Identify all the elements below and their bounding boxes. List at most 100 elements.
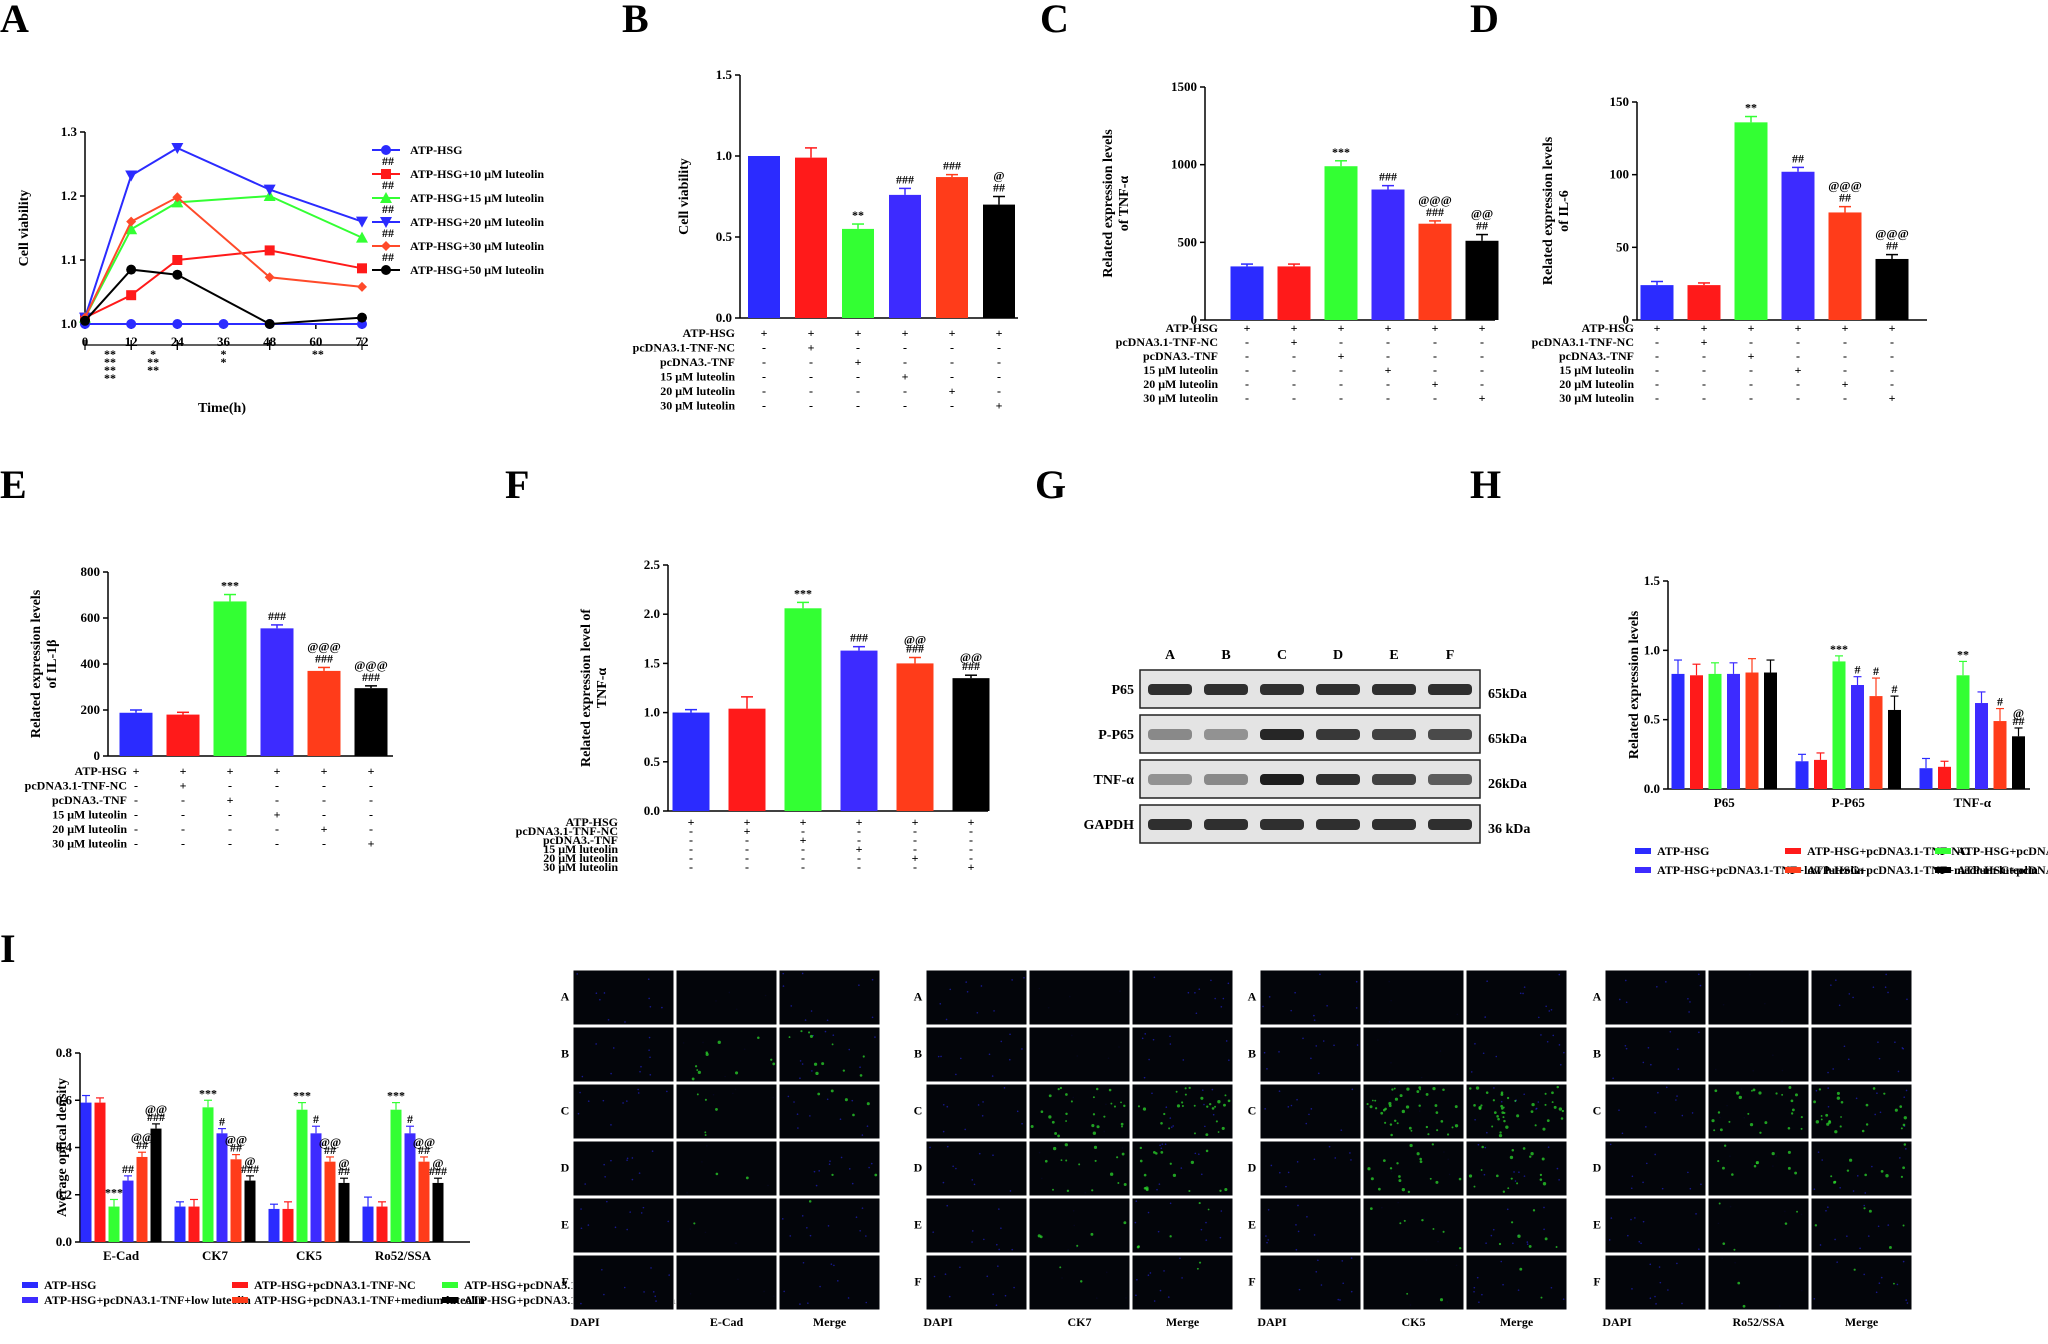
dapi-speck: [1729, 1155, 1731, 1157]
blot-row-label: P65: [1111, 683, 1134, 698]
marker-speck: [1090, 1232, 1094, 1236]
dapi-speck: [1334, 1157, 1337, 1159]
dapi-speck: [1287, 1106, 1290, 1108]
marker-speck: [1742, 1304, 1746, 1308]
dapi-speck: [1119, 990, 1121, 992]
marker-speck: [1217, 1100, 1221, 1104]
marker-speck: [735, 1071, 739, 1075]
lane-label: F: [1446, 648, 1455, 663]
dapi-speck: [1212, 1113, 1215, 1116]
condition-sign: -: [903, 341, 907, 355]
marker-speck: [1169, 1162, 1172, 1165]
dapi-speck: [1390, 1061, 1392, 1064]
condition-sign: +: [321, 764, 328, 778]
marker-speck: [852, 1113, 855, 1117]
dapi-speck: [940, 1055, 942, 1058]
dapi-speck: [828, 1163, 831, 1166]
condition-label: 30 μM luteolin: [1559, 391, 1634, 405]
dapi-speck: [1313, 1234, 1316, 1236]
marker-speck: [1095, 1087, 1099, 1091]
condition-sign: -: [1890, 377, 1894, 391]
y-tick-label: 0.0: [644, 803, 660, 818]
condition-sign: -: [689, 833, 693, 847]
condition-sign: -: [134, 837, 138, 851]
dapi-speck: [874, 1036, 876, 1038]
marker-speck: [1091, 1189, 1094, 1192]
dapi-speck: [1061, 1277, 1063, 1279]
significance-mark: ###: [1379, 170, 1397, 184]
significance-mark: @@: [145, 1102, 167, 1116]
dapi-speck: [1144, 1033, 1147, 1035]
dapi-speck: [661, 1006, 663, 1009]
dapi-speck: [839, 1118, 842, 1121]
marker-speck: [1188, 1189, 1191, 1193]
micrograph-tile: [1259, 1140, 1362, 1197]
condition-label: 20 μM luteolin: [52, 822, 127, 836]
bar: [376, 1206, 388, 1242]
micrograph-tile: [1810, 1197, 1913, 1254]
legend-swatch: [232, 1297, 248, 1303]
micrograph-tile: [1810, 1083, 1913, 1140]
dapi-speck: [1163, 1270, 1165, 1272]
bar: [1745, 672, 1759, 789]
condition-sign: +: [180, 764, 187, 778]
condition-sign: +: [856, 842, 863, 856]
lane-label: A: [1165, 648, 1176, 663]
marker-speck: [1813, 1100, 1816, 1104]
bar: [390, 1109, 402, 1242]
dapi-speck: [1885, 973, 1887, 976]
condition-sign: -: [1245, 349, 1249, 363]
dapi-speck: [1772, 1054, 1774, 1056]
condition-sign: +: [368, 837, 375, 851]
dapi-speck: [1473, 1290, 1475, 1293]
condition-label: 20 μM luteolin: [660, 384, 735, 398]
data-point: [125, 170, 138, 182]
marker-speck: [1393, 1087, 1396, 1090]
image-row-label: E: [914, 1218, 922, 1232]
dapi-speck: [772, 1096, 775, 1099]
dapi-speck: [637, 1092, 640, 1094]
dapi-speck: [1781, 1020, 1783, 1022]
dapi-speck: [648, 997, 650, 1000]
dapi-speck: [1310, 1057, 1312, 1060]
blot-size-label: 36 kDa: [1488, 822, 1530, 837]
blot-band: [1428, 774, 1472, 785]
dapi-speck: [1474, 1042, 1476, 1045]
dapi-speck: [1393, 1100, 1396, 1103]
marker-speck: [1511, 1149, 1515, 1152]
condition-sign: -: [801, 851, 805, 865]
dapi-speck: [1483, 1173, 1486, 1176]
dapi-speck: [939, 1002, 942, 1005]
dapi-speck: [1714, 1068, 1717, 1071]
dapi-speck: [827, 1225, 830, 1227]
dapi-speck: [1297, 1204, 1299, 1207]
micrograph-tile: [1810, 1026, 1913, 1083]
marker-speck: [1405, 1105, 1410, 1109]
significance-mark: @@@: [1828, 179, 1862, 193]
dapi-speck: [819, 1285, 821, 1288]
condition-sign: +: [133, 764, 140, 778]
y-tick-label: 1000: [1171, 157, 1197, 172]
marker-speck: [1096, 1125, 1100, 1129]
condition-label: ATP-HSG: [1166, 321, 1218, 335]
lane-label: C: [1277, 648, 1287, 663]
condition-sign: +: [1479, 391, 1486, 405]
micrograph-tile: [572, 969, 675, 1026]
blot-band: [1204, 684, 1248, 695]
micrograph-tile: [1028, 1140, 1131, 1197]
marker-speck: [1899, 1105, 1903, 1108]
condition-sign: -: [762, 355, 766, 369]
condition-sign: +: [808, 326, 815, 340]
dapi-speck: [1481, 1293, 1483, 1296]
bar: [1671, 673, 1685, 789]
significance-mark: #: [219, 1115, 225, 1129]
bar: [188, 1206, 200, 1242]
dapi-speck: [804, 1019, 807, 1021]
dapi-speck: [1691, 1112, 1694, 1114]
data-point: [380, 217, 392, 228]
dapi-speck: [929, 1146, 931, 1149]
significance-mark: **: [1957, 647, 1969, 661]
